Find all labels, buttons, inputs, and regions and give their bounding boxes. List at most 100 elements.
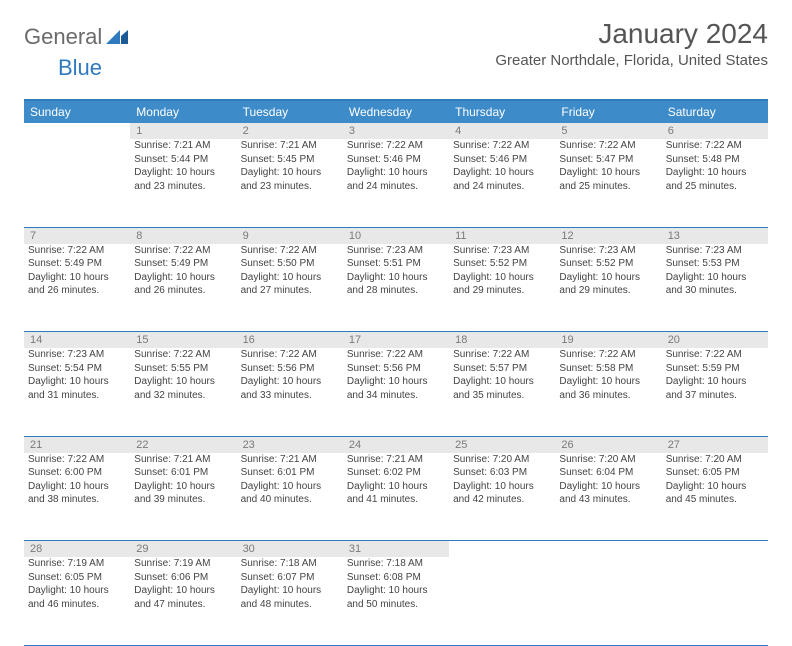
sunrise-line: Sunrise: 7:22 AM bbox=[347, 348, 445, 362]
daylight-line: Daylight: 10 hours and 46 minutes. bbox=[28, 584, 126, 611]
sunset-line: Sunset: 6:01 PM bbox=[241, 466, 339, 480]
sunrise-line: Sunrise: 7:22 AM bbox=[134, 348, 232, 362]
day-number-cell bbox=[24, 123, 130, 139]
daylight-line: Daylight: 10 hours and 32 minutes. bbox=[134, 375, 232, 402]
day-number-cell: 19 bbox=[555, 332, 661, 349]
day-cell: Sunrise: 7:21 AMSunset: 5:45 PMDaylight:… bbox=[237, 139, 343, 227]
day-cell: Sunrise: 7:22 AMSunset: 5:56 PMDaylight:… bbox=[237, 348, 343, 436]
month-title: January 2024 bbox=[495, 18, 768, 50]
day-cell: Sunrise: 7:21 AMSunset: 5:44 PMDaylight:… bbox=[130, 139, 236, 227]
daylight-line: Daylight: 10 hours and 25 minutes. bbox=[559, 166, 657, 193]
logo: General bbox=[24, 24, 130, 50]
daylight-line: Daylight: 10 hours and 25 minutes. bbox=[666, 166, 764, 193]
calendar-body: 123456Sunrise: 7:21 AMSunset: 5:44 PMDay… bbox=[24, 123, 768, 645]
sunrise-line: Sunrise: 7:19 AM bbox=[28, 557, 126, 571]
day-cell: Sunrise: 7:22 AMSunset: 5:48 PMDaylight:… bbox=[662, 139, 768, 227]
day-number-cell: 8 bbox=[130, 227, 236, 244]
day-number-cell: 25 bbox=[449, 436, 555, 453]
sunrise-line: Sunrise: 7:19 AM bbox=[134, 557, 232, 571]
day-number-cell: 12 bbox=[555, 227, 661, 244]
sunrise-line: Sunrise: 7:22 AM bbox=[666, 139, 764, 153]
daylight-line: Daylight: 10 hours and 34 minutes. bbox=[347, 375, 445, 402]
sunset-line: Sunset: 5:50 PM bbox=[241, 257, 339, 271]
sunset-line: Sunset: 6:04 PM bbox=[559, 466, 657, 480]
sunrise-line: Sunrise: 7:23 AM bbox=[666, 244, 764, 258]
day-cell: Sunrise: 7:20 AMSunset: 6:04 PMDaylight:… bbox=[555, 453, 661, 541]
day-header-saturday: Saturday bbox=[662, 100, 768, 123]
sunset-line: Sunset: 5:58 PM bbox=[559, 362, 657, 376]
day-number-cell: 28 bbox=[24, 541, 130, 558]
daylight-line: Daylight: 10 hours and 47 minutes. bbox=[134, 584, 232, 611]
day-cell: Sunrise: 7:23 AMSunset: 5:51 PMDaylight:… bbox=[343, 244, 449, 332]
sunset-line: Sunset: 5:47 PM bbox=[559, 153, 657, 167]
day-number-cell: 1 bbox=[130, 123, 236, 139]
daynum-row: 21222324252627 bbox=[24, 436, 768, 453]
daylight-line: Daylight: 10 hours and 29 minutes. bbox=[453, 271, 551, 298]
sunset-line: Sunset: 6:01 PM bbox=[134, 466, 232, 480]
sunrise-line: Sunrise: 7:21 AM bbox=[134, 453, 232, 467]
daynum-row: 78910111213 bbox=[24, 227, 768, 244]
day-cell: Sunrise: 7:22 AMSunset: 5:55 PMDaylight:… bbox=[130, 348, 236, 436]
sunrise-line: Sunrise: 7:22 AM bbox=[241, 348, 339, 362]
sunset-line: Sunset: 5:49 PM bbox=[28, 257, 126, 271]
sunset-line: Sunset: 5:59 PM bbox=[666, 362, 764, 376]
day-number-cell: 13 bbox=[662, 227, 768, 244]
day-cell: Sunrise: 7:23 AMSunset: 5:54 PMDaylight:… bbox=[24, 348, 130, 436]
sunset-line: Sunset: 6:05 PM bbox=[28, 571, 126, 585]
sunset-line: Sunset: 6:06 PM bbox=[134, 571, 232, 585]
day-cell bbox=[662, 557, 768, 645]
sunrise-line: Sunrise: 7:22 AM bbox=[453, 139, 551, 153]
day-cell: Sunrise: 7:22 AMSunset: 5:50 PMDaylight:… bbox=[237, 244, 343, 332]
sunrise-line: Sunrise: 7:21 AM bbox=[347, 453, 445, 467]
day-number-cell: 6 bbox=[662, 123, 768, 139]
week-row: Sunrise: 7:19 AMSunset: 6:05 PMDaylight:… bbox=[24, 557, 768, 645]
sunset-line: Sunset: 5:51 PM bbox=[347, 257, 445, 271]
sunset-line: Sunset: 5:45 PM bbox=[241, 153, 339, 167]
day-header-tuesday: Tuesday bbox=[237, 100, 343, 123]
week-row: Sunrise: 7:21 AMSunset: 5:44 PMDaylight:… bbox=[24, 139, 768, 227]
daylight-line: Daylight: 10 hours and 24 minutes. bbox=[453, 166, 551, 193]
day-cell: Sunrise: 7:23 AMSunset: 5:52 PMDaylight:… bbox=[555, 244, 661, 332]
daylight-line: Daylight: 10 hours and 27 minutes. bbox=[241, 271, 339, 298]
day-cell: Sunrise: 7:22 AMSunset: 5:46 PMDaylight:… bbox=[343, 139, 449, 227]
daylight-line: Daylight: 10 hours and 28 minutes. bbox=[347, 271, 445, 298]
sunrise-line: Sunrise: 7:22 AM bbox=[666, 348, 764, 362]
day-number-cell: 16 bbox=[237, 332, 343, 349]
day-cell: Sunrise: 7:22 AMSunset: 5:58 PMDaylight:… bbox=[555, 348, 661, 436]
sunrise-line: Sunrise: 7:20 AM bbox=[666, 453, 764, 467]
daylight-line: Daylight: 10 hours and 23 minutes. bbox=[134, 166, 232, 193]
day-number-cell: 20 bbox=[662, 332, 768, 349]
day-cell: Sunrise: 7:22 AMSunset: 5:56 PMDaylight:… bbox=[343, 348, 449, 436]
sunrise-line: Sunrise: 7:21 AM bbox=[241, 453, 339, 467]
daylight-line: Daylight: 10 hours and 31 minutes. bbox=[28, 375, 126, 402]
sunset-line: Sunset: 5:52 PM bbox=[453, 257, 551, 271]
sunrise-line: Sunrise: 7:20 AM bbox=[453, 453, 551, 467]
sunrise-line: Sunrise: 7:22 AM bbox=[134, 244, 232, 258]
day-cell: Sunrise: 7:20 AMSunset: 6:05 PMDaylight:… bbox=[662, 453, 768, 541]
sunset-line: Sunset: 6:05 PM bbox=[666, 466, 764, 480]
daylight-line: Daylight: 10 hours and 23 minutes. bbox=[241, 166, 339, 193]
logo-sail-icon bbox=[106, 30, 128, 44]
day-header-friday: Friday bbox=[555, 100, 661, 123]
day-cell bbox=[555, 557, 661, 645]
daylight-line: Daylight: 10 hours and 37 minutes. bbox=[666, 375, 764, 402]
sunset-line: Sunset: 6:03 PM bbox=[453, 466, 551, 480]
sunset-line: Sunset: 5:55 PM bbox=[134, 362, 232, 376]
sunrise-line: Sunrise: 7:18 AM bbox=[241, 557, 339, 571]
day-cell: Sunrise: 7:22 AMSunset: 5:57 PMDaylight:… bbox=[449, 348, 555, 436]
daylight-line: Daylight: 10 hours and 29 minutes. bbox=[559, 271, 657, 298]
day-number-cell: 23 bbox=[237, 436, 343, 453]
day-number-cell: 9 bbox=[237, 227, 343, 244]
sunrise-line: Sunrise: 7:20 AM bbox=[559, 453, 657, 467]
sunrise-line: Sunrise: 7:23 AM bbox=[453, 244, 551, 258]
sunset-line: Sunset: 5:48 PM bbox=[666, 153, 764, 167]
day-cell bbox=[449, 557, 555, 645]
daylight-line: Daylight: 10 hours and 26 minutes. bbox=[28, 271, 126, 298]
daylight-line: Daylight: 10 hours and 38 minutes. bbox=[28, 480, 126, 507]
sunrise-line: Sunrise: 7:23 AM bbox=[559, 244, 657, 258]
day-cell bbox=[24, 139, 130, 227]
day-number-cell bbox=[555, 541, 661, 558]
sunset-line: Sunset: 6:07 PM bbox=[241, 571, 339, 585]
sunrise-line: Sunrise: 7:22 AM bbox=[28, 244, 126, 258]
day-number-cell bbox=[449, 541, 555, 558]
